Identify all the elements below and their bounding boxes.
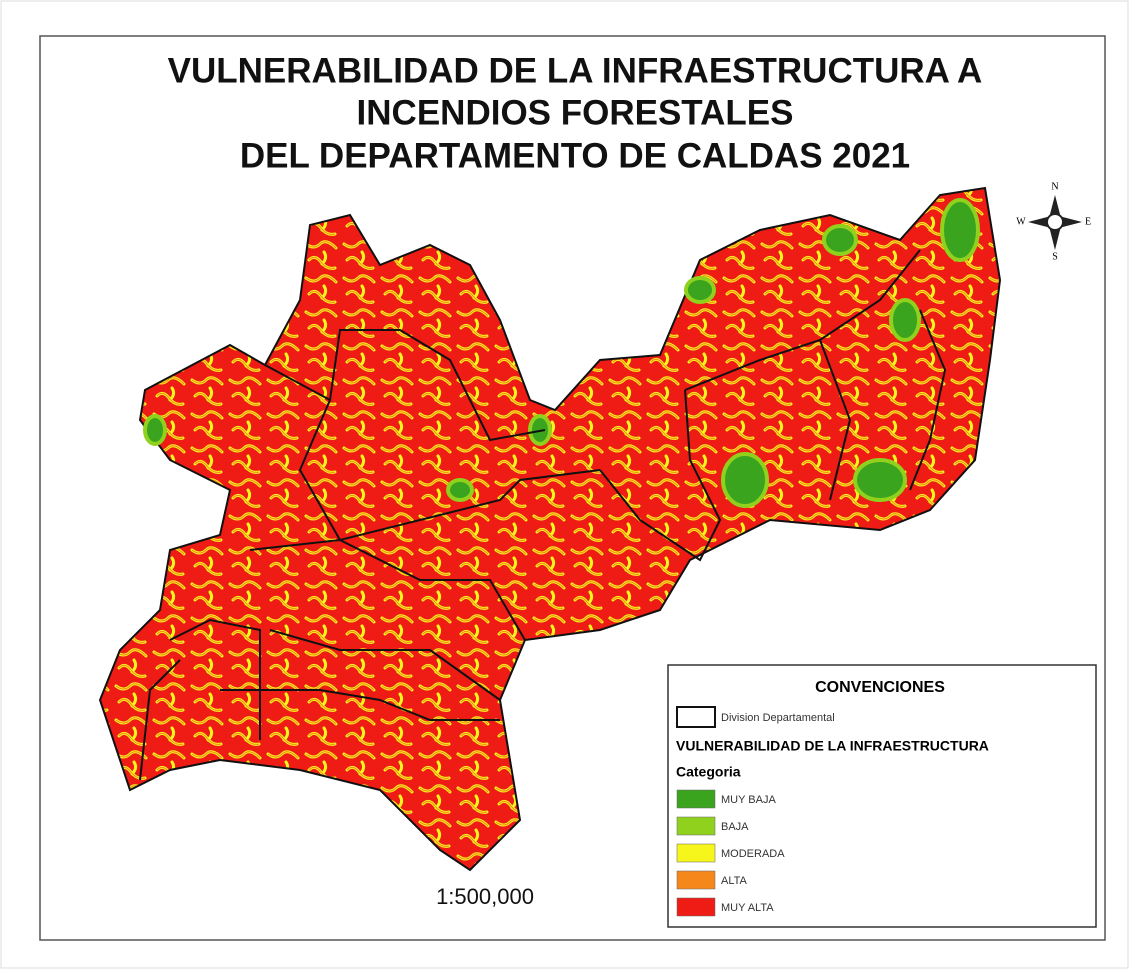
legend-label: MUY ALTA — [721, 902, 774, 914]
compass-s: S — [1052, 251, 1058, 262]
compass-e: E — [1085, 216, 1091, 227]
legend-swatch — [677, 898, 715, 916]
legend: CONVENCIONES Division Departamental VULN… — [668, 665, 1096, 927]
legend-subtitle: VULNERABILIDAD DE LA INFRAESTRUCTURA — [676, 738, 989, 754]
legend-label: BAJA — [721, 821, 749, 833]
compass-w: W — [1016, 216, 1026, 227]
legend-title: CONVENCIONES — [815, 679, 945, 696]
legend-swatch — [677, 817, 715, 835]
page: VULNERABILIDAD DE LA INFRAESTRUCTURA A I… — [0, 0, 1130, 970]
compass-center — [1047, 214, 1063, 230]
legend-swatch — [677, 871, 715, 889]
legend-swatch — [677, 844, 715, 862]
legend-label: MUY BAJA — [721, 794, 776, 806]
legend-label: ALTA — [721, 875, 748, 887]
legend-label: MODERADA — [721, 848, 785, 860]
boundary-label: Division Departamental — [721, 712, 835, 724]
compass-n: N — [1051, 181, 1058, 192]
title-line: DEL DEPARTAMENTO DE CALDAS 2021 — [240, 136, 910, 175]
title-line: VULNERABILIDAD DE LA INFRAESTRUCTURA A — [168, 51, 983, 90]
map-figure: VULNERABILIDAD DE LA INFRAESTRUCTURA A I… — [0, 0, 1130, 970]
legend-swatch — [677, 790, 715, 808]
category-label: Categoria — [676, 764, 741, 780]
scale-text: 1:500,000 — [436, 884, 534, 909]
title-line: INCENDIOS FORESTALES — [357, 93, 794, 132]
